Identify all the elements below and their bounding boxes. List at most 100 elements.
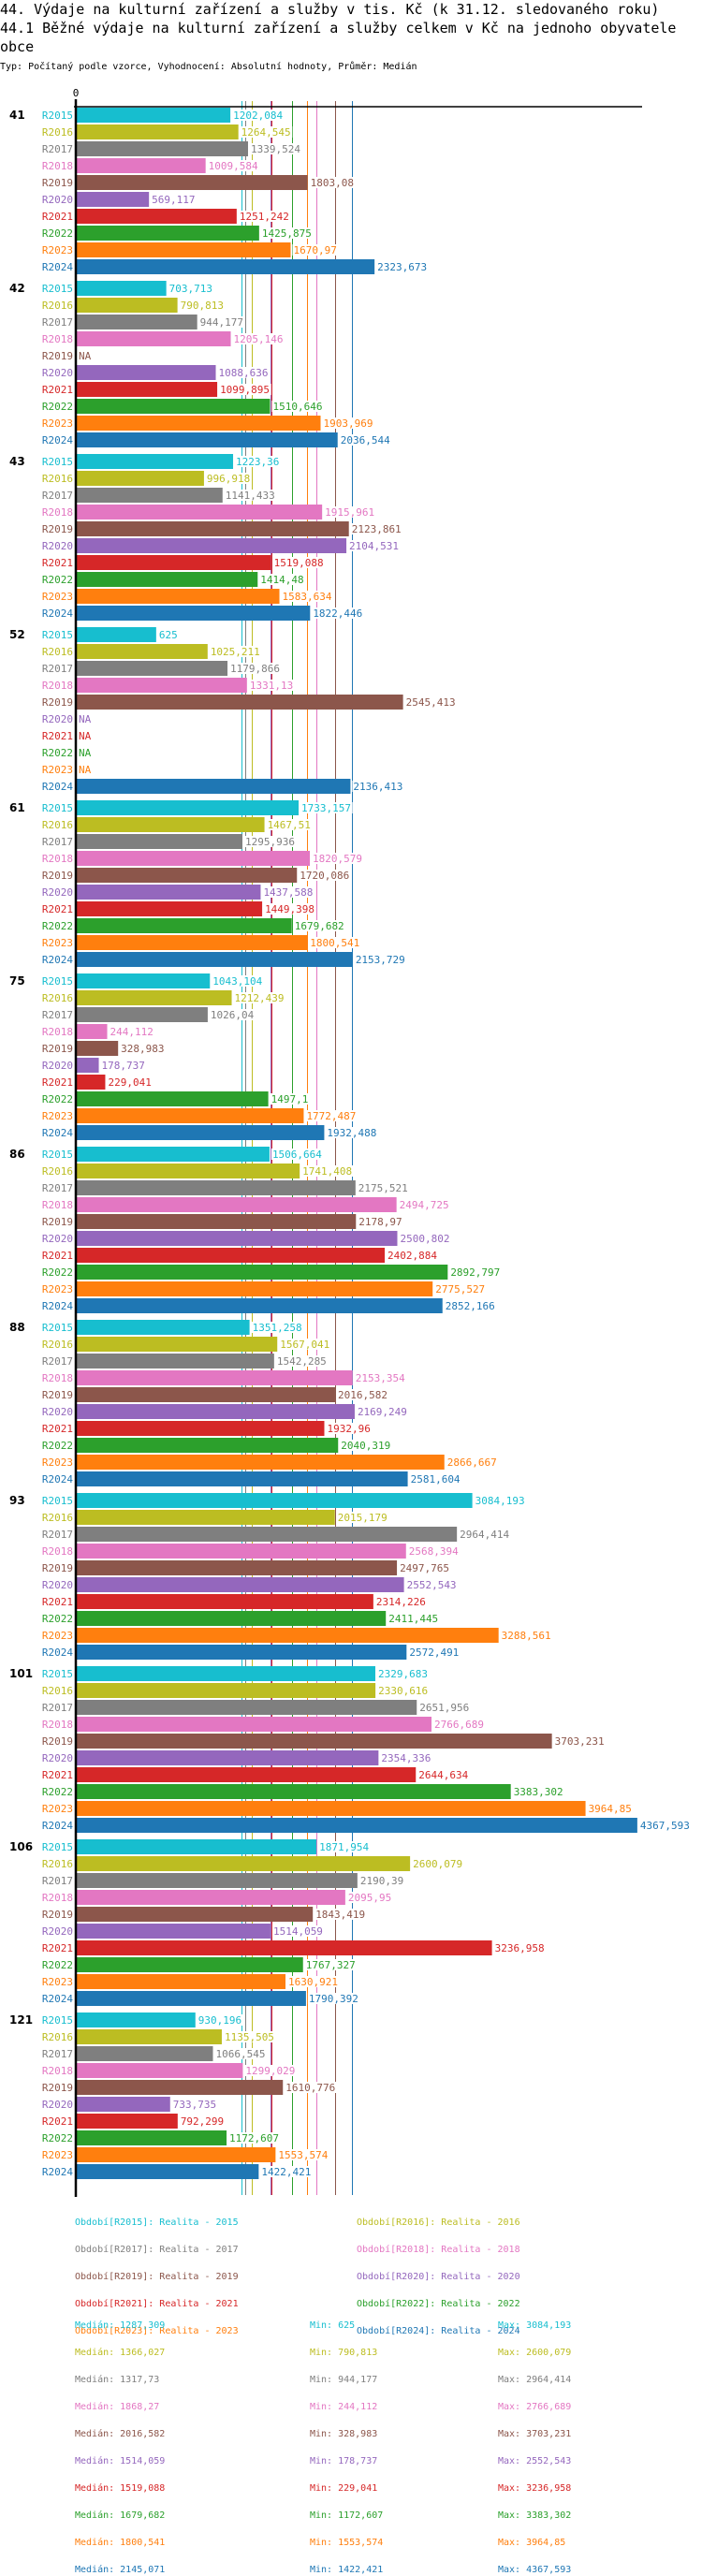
value-label-bg — [249, 143, 302, 154]
value-label-bg — [412, 1858, 464, 1869]
value-label-bg — [279, 1339, 331, 1350]
series-label: R2023 — [42, 1803, 73, 1815]
na-label: NA — [79, 764, 92, 776]
value-label-bg — [235, 456, 281, 467]
series-label: R2016 — [42, 1512, 73, 1524]
value-label: 328,983 — [121, 1043, 164, 1055]
bar — [76, 175, 308, 190]
series-label: R2019 — [42, 870, 73, 882]
value-label: 1610,776 — [285, 2082, 335, 2094]
bar — [76, 1734, 552, 1749]
bar — [76, 1075, 106, 1090]
series-label: R2018 — [42, 2065, 73, 2077]
value-label: 2175,521 — [358, 1182, 408, 1194]
bar — [76, 2029, 222, 2044]
value-label: 2169,249 — [358, 1406, 407, 1418]
group-label: 88 — [9, 1321, 25, 1334]
bar — [76, 1214, 357, 1229]
series-label: R2016 — [42, 646, 73, 658]
value-label-bg — [270, 1093, 310, 1105]
chart-type-line: Typ: Počítaný podle vzorce, Vyhodnocení:… — [0, 62, 417, 72]
value-label-bg — [179, 300, 226, 311]
stat-min: Min: 944,177 — [310, 2375, 378, 2385]
series-label: R2024 — [42, 1127, 73, 1139]
value-label-bg — [350, 523, 403, 534]
bar — [76, 1248, 386, 1263]
value-label: 1172,607 — [229, 2132, 279, 2144]
value-label-bg — [275, 1355, 329, 1367]
bar — [76, 1700, 417, 1715]
series-label: R2015 — [42, 283, 73, 295]
series-label: R2022 — [42, 2132, 73, 2144]
bar — [76, 331, 231, 346]
series-label: R2020 — [42, 1579, 73, 1591]
value-label: 1720,086 — [300, 870, 349, 882]
na-label: NA — [79, 713, 92, 725]
bar — [76, 1856, 411, 1871]
value-label-bg — [232, 110, 285, 121]
value-label-bg — [339, 434, 392, 446]
value-label-bg — [281, 591, 334, 602]
bar — [76, 521, 349, 536]
value-label-bg — [205, 473, 252, 484]
stat-median: Medián: 1519,088 — [75, 2483, 166, 2494]
legend-item: Období[R2024]: Realita - 2024 — [357, 2326, 520, 2336]
series-label: R2015 — [42, 1841, 73, 1853]
value-label-bg — [312, 607, 364, 619]
bar — [76, 1666, 375, 1681]
value-label-bg — [207, 160, 260, 171]
value-label-bg — [446, 1456, 499, 1468]
bar — [76, 1387, 335, 1402]
value-label: 2178,97 — [358, 1216, 402, 1228]
bar — [76, 1281, 433, 1296]
bar — [76, 538, 347, 553]
value-label-bg — [214, 2048, 268, 2059]
bar — [76, 505, 323, 520]
series-label: R2020 — [42, 1406, 73, 1418]
series-label: R2017 — [42, 143, 73, 155]
chart-subtitle: 44.1 Běžné výdaje na kulturní zařízení a… — [0, 20, 677, 55]
stat-min: Min: 178,737 — [310, 2456, 378, 2466]
legend-item: Období[R2020]: Realita - 2020 — [357, 2272, 520, 2282]
legend-item: Období[R2021]: Realita - 2021 — [75, 2299, 239, 2309]
na-label: NA — [79, 730, 92, 742]
bar — [76, 1337, 278, 1352]
series-label: R2021 — [42, 384, 73, 396]
value-label: 1299,029 — [245, 2065, 295, 2077]
value-label: 1135,505 — [225, 2031, 274, 2043]
bar — [76, 2147, 276, 2162]
series-label: R2018 — [42, 1545, 73, 1558]
value-label-bg — [271, 401, 325, 412]
series-label: R2016 — [42, 473, 73, 485]
value-label-bg — [374, 1596, 428, 1607]
value-label: 1903,969 — [324, 417, 373, 430]
value-label-bg — [301, 1165, 354, 1177]
series-label: R2019 — [42, 523, 73, 535]
value-label: 1425,875 — [262, 227, 312, 240]
bar — [76, 901, 263, 916]
value-label: 1099,895 — [220, 384, 270, 396]
stat-min: Min: 1422,421 — [310, 2565, 384, 2575]
series-label: R2015 — [42, 975, 73, 988]
value-label: 2568,394 — [409, 1545, 459, 1558]
series-label: R2024 — [42, 1993, 73, 2005]
series-label: R2020 — [42, 2099, 73, 2111]
value-label: 2402,884 — [388, 1250, 437, 1262]
stat-min: Min: 244,112 — [310, 2402, 378, 2412]
value-label-bg — [553, 1735, 607, 1747]
value-label-bg — [387, 1250, 439, 1261]
value-label-bg — [336, 1512, 389, 1523]
value-label: 1497,1 — [271, 1093, 309, 1105]
value-label-bg — [408, 1647, 461, 1658]
bar — [76, 1594, 373, 1609]
value-label-bg — [232, 333, 285, 344]
value-label-bg — [251, 1322, 304, 1333]
value-label-bg — [305, 1110, 358, 1121]
value-label-bg — [434, 1283, 487, 1295]
value-label: 625 — [159, 629, 178, 641]
group-label: 42 — [9, 282, 25, 295]
series-label: R2018 — [42, 1719, 73, 1731]
bar — [76, 1455, 445, 1470]
value-label: 1915,961 — [325, 506, 374, 519]
value-label-bg — [217, 367, 271, 378]
